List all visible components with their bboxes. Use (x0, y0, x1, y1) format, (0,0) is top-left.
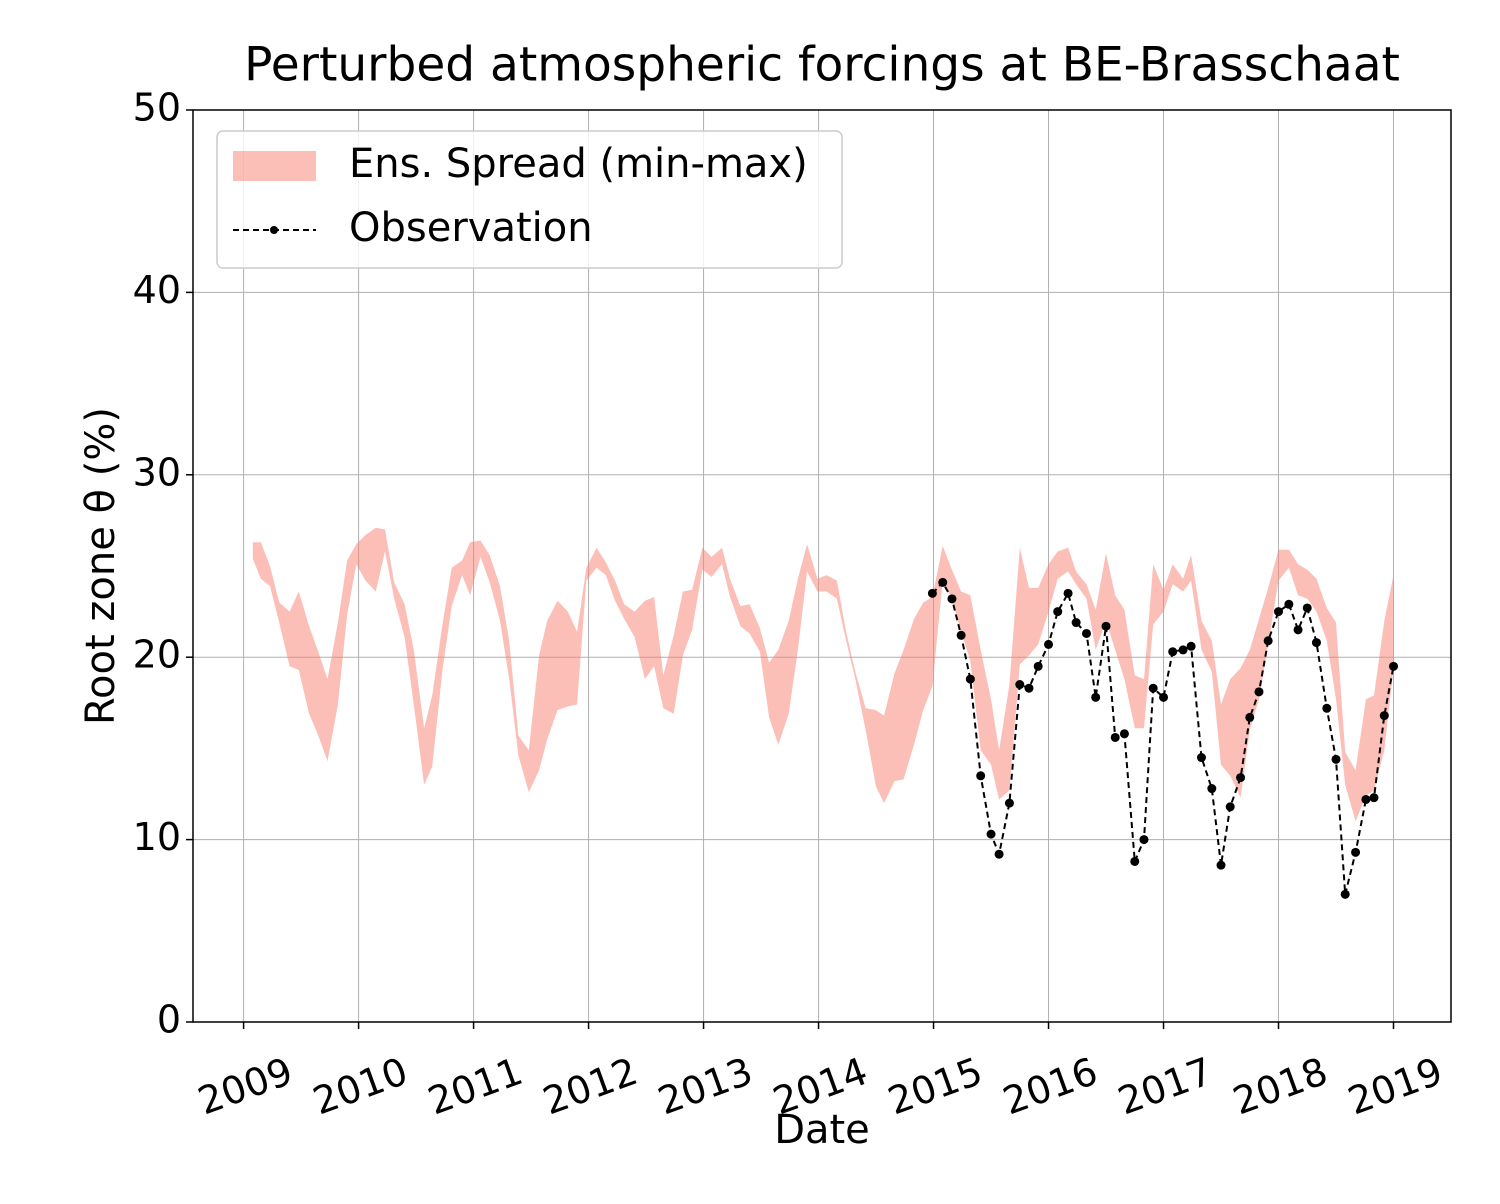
observation-point (986, 829, 996, 839)
observation-point (1379, 711, 1389, 721)
legend: Ens. Spread (min-max) Observation (216, 130, 843, 269)
observation-point (1033, 661, 1043, 671)
observation-point (1245, 712, 1255, 722)
observation-point (1274, 607, 1284, 617)
observation-point (927, 588, 937, 598)
observation-point (976, 771, 986, 781)
observation-point (1091, 692, 1101, 702)
observation-point (1119, 729, 1129, 739)
observation-point (1331, 754, 1341, 764)
observation-point (1159, 692, 1169, 702)
y-axis-label: Root zone θ (%) (78, 407, 124, 725)
observation-point (1015, 680, 1025, 690)
observation-point (1101, 621, 1111, 631)
observation-point (1071, 618, 1081, 628)
y-tick-label: 50 (133, 86, 181, 130)
observation-point (1340, 889, 1350, 899)
observation-point (1186, 641, 1196, 651)
y-tick-label: 20 (133, 633, 181, 677)
observation-point (1196, 753, 1206, 763)
observation-point (1361, 794, 1371, 804)
observation-point (1302, 603, 1312, 613)
observation-point (1168, 647, 1178, 657)
observation-point (1322, 703, 1332, 713)
observation-point (1110, 732, 1120, 742)
observation-point (1236, 773, 1246, 783)
plot-marks (252, 527, 1399, 899)
observation-point (1148, 683, 1158, 693)
y-tick-label: 40 (133, 268, 181, 312)
observation-point (1044, 639, 1054, 649)
x-axis-label: Date (774, 1107, 870, 1153)
observation-point (1178, 645, 1188, 655)
observation-point (1053, 607, 1063, 617)
observation-point (1351, 847, 1361, 857)
observation-point (947, 594, 957, 604)
observation-point (956, 630, 966, 640)
observation-point (1063, 588, 1073, 598)
legend-box (216, 130, 843, 269)
legend-label: Observation (349, 205, 593, 251)
legend-marker (270, 226, 278, 234)
observation-point (1254, 687, 1264, 697)
observation-point (1207, 784, 1217, 794)
observation-point (1263, 636, 1273, 646)
observation-point (1130, 856, 1140, 866)
observation-point (1139, 835, 1149, 845)
observation-point (994, 849, 1004, 859)
chart-title: Perturbed atmospheric forcings at BE-Bra… (244, 38, 1400, 93)
observation-point (965, 674, 975, 684)
observation-point (1216, 860, 1226, 870)
observation-point (1389, 661, 1399, 671)
y-tick-label: 0 (157, 998, 181, 1042)
legend-swatch (233, 151, 316, 181)
y-tick-label: 10 (133, 815, 181, 859)
observation-point (1004, 798, 1014, 808)
legend-label: Ens. Spread (min-max) (349, 141, 808, 187)
spread-band (252, 527, 1394, 822)
observation-point (1311, 638, 1321, 648)
observation-point (1369, 793, 1379, 803)
observation-point (1284, 599, 1294, 609)
y-tick-label: 30 (133, 450, 181, 494)
observation-point (938, 577, 948, 587)
plot-frame (192, 109, 1452, 1023)
observation-point (1225, 802, 1235, 812)
observation-point (1293, 625, 1303, 635)
observation-point (1081, 628, 1091, 638)
observation-point (1024, 683, 1034, 693)
